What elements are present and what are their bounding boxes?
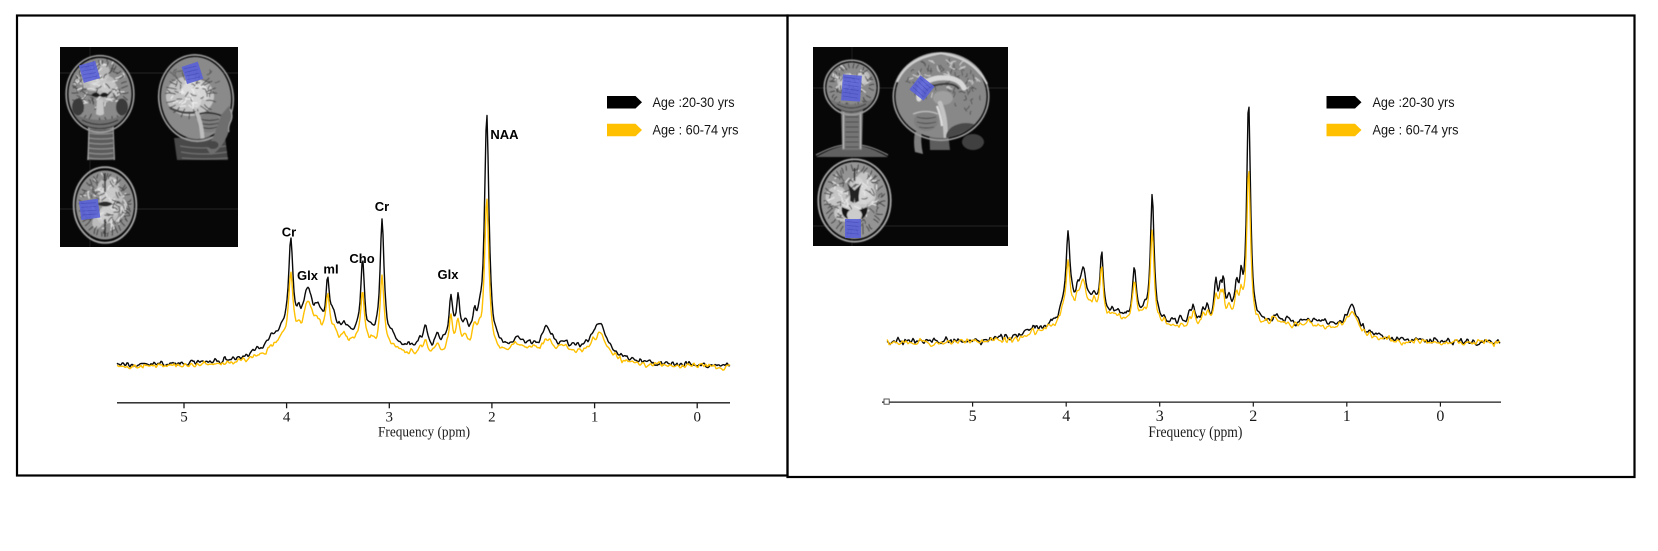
svg-text:NAA: NAA — [490, 127, 519, 142]
svg-text:Glx: Glx — [438, 267, 460, 282]
svg-text:Cr: Cr — [375, 199, 389, 214]
svg-text:Cr: Cr — [282, 225, 296, 240]
svg-text:Age : 60-74 yrs: Age : 60-74 yrs — [653, 123, 739, 138]
svg-text:2: 2 — [1249, 408, 1257, 425]
svg-text:Frequency (ppm): Frequency (ppm) — [378, 425, 470, 441]
svg-text:2: 2 — [488, 410, 496, 426]
svg-text:4: 4 — [283, 410, 291, 426]
svg-text:3: 3 — [386, 410, 394, 426]
svg-text:3: 3 — [1156, 408, 1164, 425]
svg-text:0: 0 — [693, 410, 701, 426]
svg-text:mI: mI — [323, 262, 338, 277]
svg-text:4: 4 — [1062, 408, 1070, 425]
svg-text:1: 1 — [1343, 408, 1351, 425]
svg-text:Age :20-30 yrs: Age :20-30 yrs — [653, 95, 735, 110]
svg-text:1: 1 — [591, 410, 599, 426]
svg-text:5: 5 — [180, 410, 188, 426]
svg-text:Glx: Glx — [297, 268, 319, 283]
svg-text:Frequency (ppm): Frequency (ppm) — [1148, 424, 1242, 441]
svg-text:0: 0 — [1436, 408, 1444, 425]
svg-text:Cho: Cho — [349, 251, 374, 266]
svg-text:5: 5 — [969, 408, 977, 425]
svg-text:Age :20-30 yrs: Age :20-30 yrs — [1373, 95, 1455, 110]
svg-text:Age : 60-74 yrs: Age : 60-74 yrs — [1373, 123, 1459, 138]
